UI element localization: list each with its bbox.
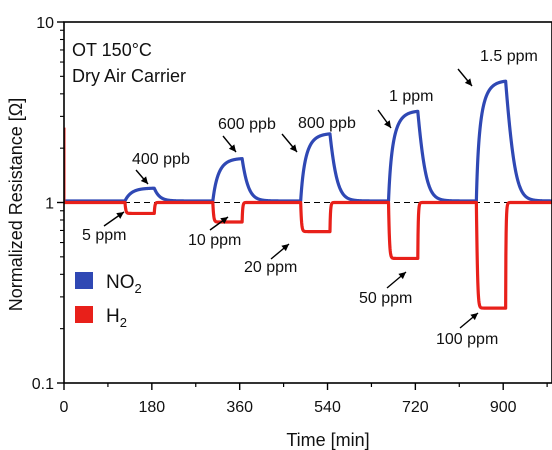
h2-pulse-label: 20 ppm xyxy=(244,259,297,276)
x-axis-label: Time [min] xyxy=(286,430,369,450)
series-no2-line xyxy=(62,79,552,203)
x-tick-label: 900 xyxy=(490,399,517,416)
h2-pulse-label: 5 ppm xyxy=(82,227,126,244)
h2-pulse-label: 100 ppm xyxy=(436,331,498,348)
legend-label: NO2 xyxy=(106,272,142,296)
arrow-head xyxy=(470,313,478,321)
arrow-head xyxy=(464,78,472,86)
y-tick-label: 1 xyxy=(45,196,54,213)
x-tick-label: 540 xyxy=(314,399,341,416)
legend-swatch xyxy=(75,272,93,289)
no2-pulse-label: 1 ppm xyxy=(389,88,433,105)
x-tick-label: 720 xyxy=(402,399,429,416)
arrow-head xyxy=(398,272,406,280)
y-axis-label: Normalized Resistance [Ω] xyxy=(6,98,26,312)
condition-text: Dry Air Carrier xyxy=(72,66,186,86)
arrow-head xyxy=(140,176,148,184)
arrow-head xyxy=(220,217,228,224)
series-h2-line xyxy=(62,200,552,310)
y-tick-label: 10 xyxy=(36,15,54,32)
x-tick-label: 360 xyxy=(226,399,253,416)
arrow-head xyxy=(384,120,391,128)
x-tick-label: 180 xyxy=(138,399,165,416)
h2-pulse-label: 50 ppm xyxy=(359,290,412,307)
legend-label: H2 xyxy=(106,306,127,330)
arrow-head xyxy=(281,244,289,252)
condition-text: OT 150°C xyxy=(72,40,152,60)
no2-pulse-label: 600 ppb xyxy=(218,116,276,133)
arrow-head xyxy=(116,212,124,219)
axis-layer: 0 180 360 540 720 900 0.1 1 10 Time [min] Normaliz… xyxy=(6,15,548,450)
annotation-layer: OT 150°C Dry Air Carrier 400 ppb 600 ppb 800… xyxy=(72,40,538,348)
no2-pulse-label: 1.5 ppm xyxy=(480,48,538,65)
arrow-head xyxy=(228,144,236,152)
no2-pulse-label: 800 ppb xyxy=(298,115,356,132)
legend-swatch xyxy=(75,306,93,323)
no2-pulse-label: 400 ppb xyxy=(132,151,190,168)
y-tick-label: 0.1 xyxy=(32,376,54,393)
h2-pulse-label: 10 ppm xyxy=(188,232,241,249)
arrow-head xyxy=(289,144,297,152)
x-tick-label: 0 xyxy=(60,399,69,416)
